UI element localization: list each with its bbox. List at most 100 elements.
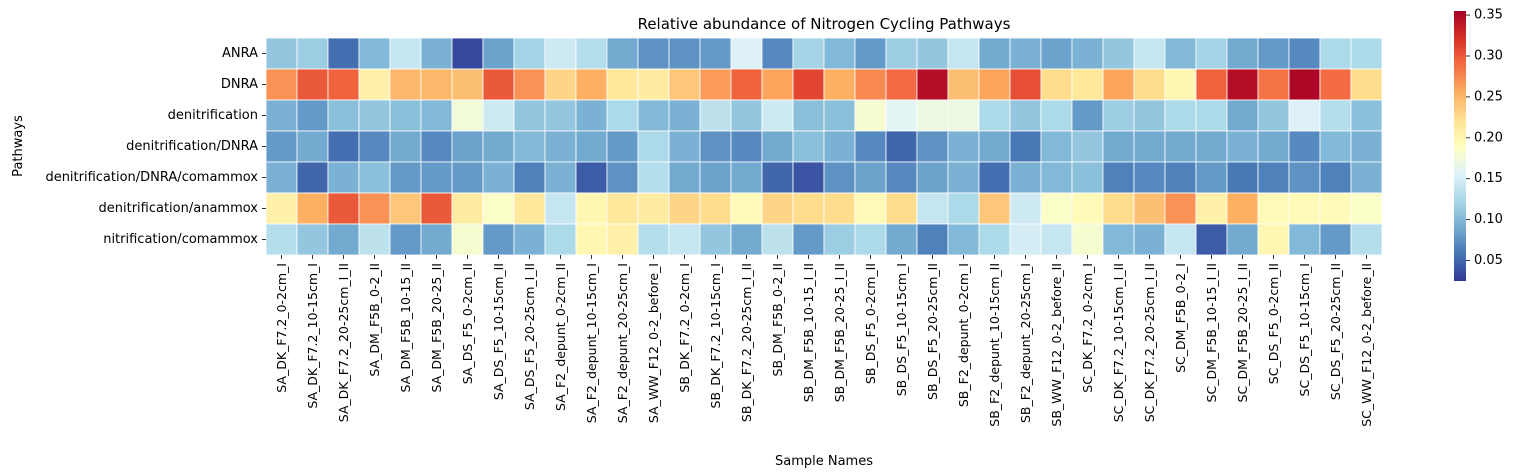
row-label: DNRA	[221, 77, 258, 92]
heatmap-cell	[575, 161, 608, 194]
heatmap-cell	[1102, 68, 1135, 101]
heatmap-cell	[730, 99, 763, 132]
heatmap-cell	[885, 130, 918, 163]
heatmap-cell	[1226, 192, 1259, 225]
heatmap-cell	[885, 99, 918, 132]
heatmap-cell	[575, 192, 608, 225]
heatmap-cell	[1071, 68, 1104, 101]
heatmap-cell	[1350, 130, 1383, 163]
heatmap-cell	[482, 130, 515, 163]
heatmap-cell	[1009, 161, 1042, 194]
heatmap-cell	[637, 37, 670, 70]
heatmap-cell	[513, 37, 546, 70]
row-label: nitrification/comammox	[103, 232, 258, 247]
heatmap-cell	[699, 130, 732, 163]
colorbar-tick-label: 0.30	[1474, 49, 1503, 64]
heatmap-cell	[420, 161, 453, 194]
heatmap-cell	[1040, 130, 1073, 163]
column-label: SB_DM_F5B_0-2_II	[770, 263, 785, 376]
heatmap-cell	[730, 37, 763, 70]
heatmap-cell	[1319, 130, 1352, 163]
heatmap-cell	[575, 37, 608, 70]
heatmap-cell	[792, 68, 825, 101]
column-label: SB_F2_depunt_10-15cm_II	[987, 263, 1002, 427]
colorbar-tick-label: 0.15	[1474, 171, 1503, 186]
heatmap-cell	[792, 37, 825, 70]
heatmap-cell	[296, 68, 329, 101]
heatmap-cell	[916, 192, 949, 225]
heatmap-cell	[947, 130, 980, 163]
column-label: SC_DK_F7.2_10-15cm_I_II	[1111, 263, 1126, 422]
heatmap-cell	[296, 161, 329, 194]
heatmap-cell	[1164, 37, 1197, 70]
heatmap-cell	[296, 223, 329, 256]
heatmap-cell	[1040, 68, 1073, 101]
heatmap-cell	[761, 192, 794, 225]
heatmap-cell	[885, 161, 918, 194]
heatmap-cell	[358, 37, 391, 70]
heatmap-cell	[1009, 130, 1042, 163]
heatmap-cell	[1350, 223, 1383, 256]
heatmap-cell	[1288, 37, 1321, 70]
heatmap-cell	[1350, 99, 1383, 132]
column-label: SB_DM_F5B_20-25_I_II	[832, 263, 847, 402]
heatmap-cell	[1319, 192, 1352, 225]
heatmap-cell	[761, 161, 794, 194]
heatmap-cell	[916, 99, 949, 132]
heatmap-cell	[1164, 223, 1197, 256]
heatmap-cell	[1319, 37, 1352, 70]
colorbar-tick-label: 0.05	[1474, 253, 1503, 268]
heatmap-cell	[668, 68, 701, 101]
heatmap-cell	[606, 68, 639, 101]
heatmap-cell	[1257, 37, 1290, 70]
heatmap-cell	[1319, 223, 1352, 256]
heatmap-cell	[544, 192, 577, 225]
heatmap-cell	[1350, 192, 1383, 225]
heatmap-cell	[916, 68, 949, 101]
row-tick-labels: ANRA DNRA denitrification denitrification/D…	[45, 46, 266, 247]
heatmap-cell	[854, 161, 887, 194]
heatmap-cell	[358, 99, 391, 132]
heatmap-cell	[668, 192, 701, 225]
heatmap-cell	[451, 68, 484, 101]
heatmap-cell	[358, 130, 391, 163]
heatmap-cell	[265, 223, 298, 256]
heatmap-cell	[575, 99, 608, 132]
heatmap-cell	[296, 192, 329, 225]
heatmap-cell	[1102, 130, 1135, 163]
heatmap-cell	[451, 161, 484, 194]
column-label: SA_DS_F5_20-25cm_I_II	[522, 263, 537, 410]
heatmap-cell	[1133, 37, 1166, 70]
column-label: SC_DK_F7.2_0-2cm_I	[1080, 263, 1095, 393]
heatmap-cell	[606, 192, 639, 225]
heatmap-cell	[265, 130, 298, 163]
heatmap-cell	[947, 68, 980, 101]
heatmap-cell	[1195, 161, 1228, 194]
heatmap-cell	[544, 223, 577, 256]
column-label: SB_DS_F5_0-2cm_II	[863, 263, 878, 384]
row-label: denitrification/DNRA	[126, 139, 258, 154]
heatmap-cell	[1071, 192, 1104, 225]
column-label: SA_F2_depunt_10-15cm_I	[584, 263, 599, 423]
heatmap-cell	[1164, 99, 1197, 132]
heatmap-cell	[1288, 192, 1321, 225]
heatmap-cell	[265, 37, 298, 70]
heatmap-cell	[699, 37, 732, 70]
heatmap-cell	[637, 192, 670, 225]
heatmap-cell	[420, 37, 453, 70]
column-label: SB_F2_depunt_0-2cm_I	[956, 263, 971, 407]
heatmap-cell	[1226, 99, 1259, 132]
column-label: SC_DM_F5B_20-25_I_II	[1235, 263, 1250, 402]
heatmap-cell	[451, 99, 484, 132]
row-label: denitrification/DNRA/comammox	[45, 170, 258, 185]
column-label: SB_DM_F5B_10-15_I_II	[801, 263, 816, 402]
heatmap-cell	[1195, 37, 1228, 70]
heatmap-cell	[575, 130, 608, 163]
column-label: SA_DS_F5_0-2cm_II	[460, 263, 475, 384]
heatmap-cell	[358, 161, 391, 194]
heatmap-cell	[637, 99, 670, 132]
heatmap-cell	[947, 192, 980, 225]
column-label: SB_WW_F12_0-2_before_II	[1049, 263, 1064, 427]
heatmap-cell	[668, 130, 701, 163]
heatmap-cell	[730, 130, 763, 163]
